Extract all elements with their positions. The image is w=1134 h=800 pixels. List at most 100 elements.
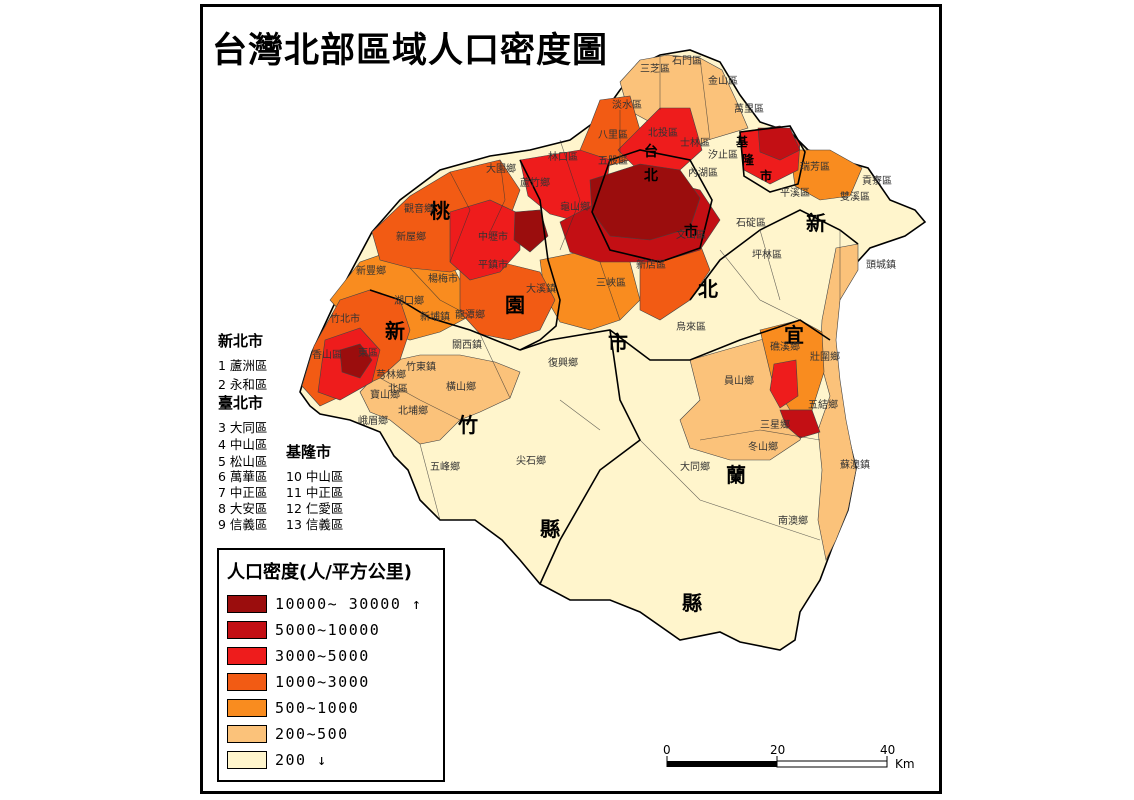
region-density-3000-5000 [769,359,799,409]
index-heading-taipei: 臺北市 [218,394,264,412]
scale-unit: Km [895,757,915,771]
town-label: 北區 [388,383,408,395]
index-item: 12 仁愛區 [286,501,344,516]
county-boundaries [369,125,859,585]
town-label: 員山鄉 [724,374,754,387]
index-item: 5 松山區 [218,454,268,469]
region-density-1000-3000 [459,261,556,341]
town-label: 蘇澳鎮 [840,458,870,471]
svg-text:桃: 桃 [430,199,450,223]
town-label: 中壢市 [478,230,508,243]
region-density-500-1000 [789,149,863,201]
map-title: 台灣北部區域人口密度圖 [212,31,609,71]
svg-text:蘭: 蘭 [726,463,746,487]
town-label: 峨眉鄉 [358,414,388,427]
town-label: 北埔鄉 [398,404,428,417]
index-heading-new-taipei: 新北市 [218,332,264,350]
town-label: 東區 [358,346,378,359]
town-label: 新屋鄉 [396,230,426,243]
town-label: 頭城鎮 [866,258,896,271]
town-label: 三芝區 [640,62,670,75]
legend-swatch [227,673,267,691]
region-density-5000-10000 [757,127,801,161]
town-label: 楊梅市 [428,272,458,285]
town-label: 汐止區 [708,148,738,161]
town-label: 平鎮市 [478,258,508,271]
town-label: 坪林區 [752,248,782,261]
legend-label: 10000~ 30000 ↑ [275,595,423,613]
town-label: 蘆竹鄉 [520,176,550,189]
svg-text:基: 基 [735,134,749,149]
index-heading-keelung: 基隆市 [286,443,332,461]
index-item: 8 大安區 [218,501,268,516]
town-label: 尖石鄉 [516,454,546,467]
svg-text:新: 新 [806,211,826,235]
index-item: 4 中山區 [218,437,268,452]
town-label: 金山區 [708,74,738,87]
town-label: 南澳鄉 [778,514,808,527]
town-label: 石門區 [672,55,702,67]
legend-swatch [227,595,267,613]
index-item: 11 中正區 [286,485,344,500]
svg-text:市: 市 [760,168,772,183]
svg-text:宜: 宜 [784,323,804,347]
index-item: 9 信義區 [218,517,268,532]
town-label: 林口區 [548,150,578,163]
region-density-200-500 [359,354,521,445]
boundary-taoyuan-newtaipei [519,159,561,351]
legend-title: 人口密度(人/平方公里) [227,562,413,583]
town-label: 萬里區 [734,102,764,115]
legend-label: 3000~5000 [275,647,370,665]
legend-swatch [227,725,267,743]
town-label: 竹北市 [330,312,360,325]
town-label: 新店區 [636,258,666,271]
town-label: 大溪鎮 [526,282,556,295]
index-item: 7 中正區 [218,485,268,500]
town-label: 龜山鄉 [560,200,590,213]
town-label: 湖口鄉 [394,294,424,307]
town-label: 新埔鎮 [420,310,450,323]
region-density-5000-10000 [779,409,821,439]
svg-text:竹: 竹 [457,413,478,437]
town-label: 關西鎮 [452,338,482,351]
legend-label: 200~500 [275,725,349,743]
legend-swatch [227,647,267,665]
town-label: 礁溪鄉 [770,340,800,353]
index-item: 13 信義區 [286,517,344,532]
legend-label: 200 ↓ [275,751,328,769]
town-label: 龍潭鄉 [455,308,485,321]
town-label: 香山區 [312,349,342,361]
svg-text:隆: 隆 [742,152,755,167]
town-label: 橫山鄉 [446,380,476,393]
town-label: 三星鄉 [760,418,790,431]
town-label: 大園鄉 [486,162,516,175]
town-label: 貢寮區 [862,174,892,187]
svg-text:縣: 縣 [682,591,702,615]
county-labels: 桃 園 新 竹 縣 宜 蘭 縣 新 北 市 台 北 市 基 隆 市 [385,134,826,615]
town-label: 寶山鄉 [370,388,400,401]
town-label: 雙溪區 [840,190,870,203]
legend-label: 500~1000 [275,699,360,717]
town-label: 三峽區 [596,276,626,289]
town-label: 瑞芳區 [800,160,830,173]
legend-label: 1000~3000 [275,673,370,691]
town-label: 五股區 [598,155,628,167]
svg-text:縣: 縣 [540,517,560,541]
scale-tick-20: 20 [770,743,785,757]
index-item: 1 蘆洲區 [218,358,268,373]
region-density-3000-5000 [449,199,521,281]
legend-label: 5000~10000 [275,621,381,639]
index-item: 10 中山區 [286,469,344,484]
boundary-taipei [591,149,713,263]
town-label: 竹東鎮 [406,360,436,373]
svg-text:台: 台 [644,143,658,160]
town-label: 冬山鄉 [748,440,778,453]
index-item: 2 永和區 [218,377,268,392]
svg-text:北: 北 [644,168,658,184]
svg-text:北: 北 [698,277,718,301]
index-item: 3 大同區 [218,420,268,435]
svg-text:新: 新 [385,319,405,343]
legend-swatch [227,621,267,639]
region-density-10000-30000 [513,209,549,253]
